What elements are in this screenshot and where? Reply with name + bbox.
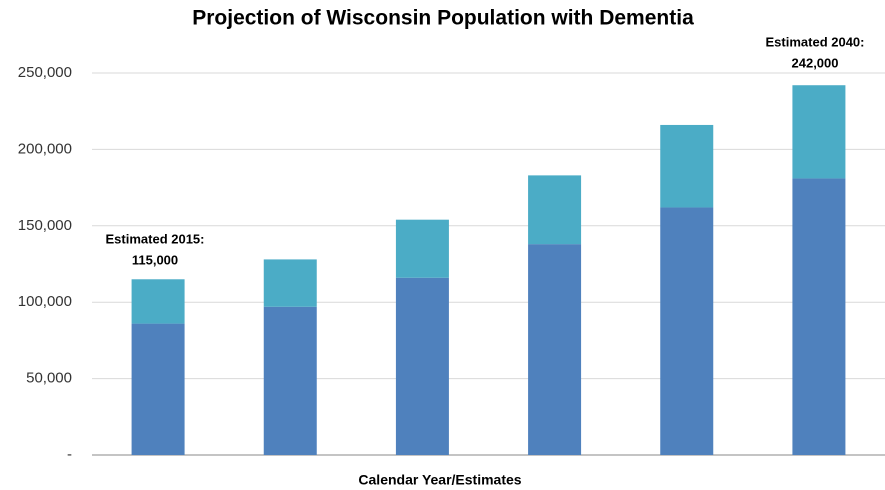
- annotation: 242,000: [792, 55, 839, 70]
- bar-segment: [660, 207, 714, 455]
- chart-title: Projection of Wisconsin Population with …: [192, 7, 694, 30]
- y-tick-label: 200,000: [18, 140, 72, 157]
- y-tick-label: -: [67, 446, 72, 463]
- annotation: 115,000: [132, 252, 178, 267]
- y-tick-label: 250,000: [18, 64, 72, 81]
- bar-segment: [395, 277, 449, 455]
- annotation: Estimated 2015:: [106, 231, 205, 246]
- annotation: Estimated 2040:: [766, 34, 865, 49]
- y-tick-label: 50,000: [26, 370, 72, 387]
- bar-segment: [263, 259, 317, 307]
- bar-segment: [263, 306, 317, 455]
- bar-segment: [528, 175, 582, 245]
- bar-segment: [528, 244, 582, 455]
- y-tick-label: 150,000: [18, 217, 72, 234]
- bar-segment: [395, 219, 449, 278]
- bar-segment: [660, 124, 714, 208]
- bar-segment: [792, 178, 846, 455]
- bar-segment: [131, 279, 185, 324]
- x-axis-label: Calendar Year/Estimates: [358, 472, 521, 488]
- bar-segment: [792, 85, 846, 179]
- bar-segment: [131, 323, 185, 455]
- y-tick-label: 100,000: [18, 293, 72, 310]
